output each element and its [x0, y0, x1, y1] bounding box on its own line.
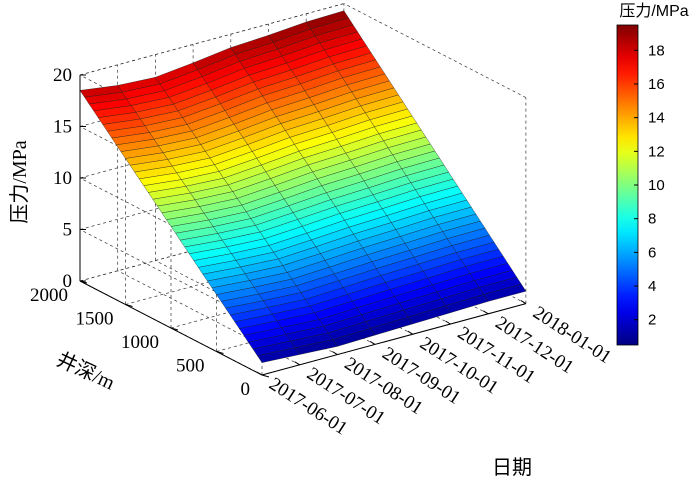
colorbar-tick-label: 16 [648, 76, 665, 93]
x-tick-mark [294, 361, 300, 366]
x-axis-line [261, 303, 527, 376]
colorbar-tick-label: 2 [648, 312, 656, 329]
y-tick-mark [170, 327, 179, 331]
z-tick-label: 5 [63, 220, 73, 241]
grid-line-side-z [79, 229, 263, 324]
colorbar-title: 压力/MPa [619, 2, 688, 20]
colorbar-tick-label: 6 [648, 244, 656, 261]
y-axis-title: 井深/m [53, 348, 119, 395]
z-tick-label: 10 [53, 168, 72, 189]
grid-line-floor-date [117, 270, 300, 366]
colorbar-tick-label: 14 [648, 110, 665, 127]
y-tick-mark [79, 280, 88, 284]
surface-layer [79, 10, 527, 363]
colorbar-tick-label: 10 [648, 177, 665, 194]
y-tick-mark [125, 304, 133, 307]
y-tick-label: 500 [176, 356, 205, 377]
y-tick-mark [261, 374, 270, 378]
x-tick-mark [332, 351, 338, 356]
y-tick-mark [216, 351, 224, 354]
z-tick-label: 15 [53, 117, 72, 138]
colorbar-tick-label: 12 [648, 143, 665, 160]
colorbar-tick-label: 4 [648, 278, 656, 295]
x-axis-title: 日期 [492, 457, 532, 479]
colorbar-tick-label: 8 [648, 211, 656, 228]
y-tick-label: 0 [241, 379, 251, 400]
x-tick-mark [369, 340, 376, 345]
colorbar: 2 4 6 8 10 12 14 16 18 压力/MPa [616, 2, 689, 346]
y-tick-label: 2000 [30, 285, 68, 306]
z-axis-title: 压力/MPa [8, 140, 31, 223]
x-tick-mark [520, 300, 527, 305]
x-tick-mark [256, 371, 263, 376]
x-tick-mark [407, 330, 414, 335]
y-tick-label: 1500 [76, 309, 114, 330]
z-tick-label: 0 [63, 271, 73, 292]
x-tick-mark [482, 310, 489, 315]
x-tick-mark [445, 320, 451, 325]
z-tick-label: 20 [53, 65, 72, 86]
y-tick-label: 1000 [121, 332, 159, 353]
surface-patch [483, 284, 527, 302]
colorbar-tick-label: 18 [648, 42, 665, 59]
box-edge-top-right [343, 3, 527, 98]
